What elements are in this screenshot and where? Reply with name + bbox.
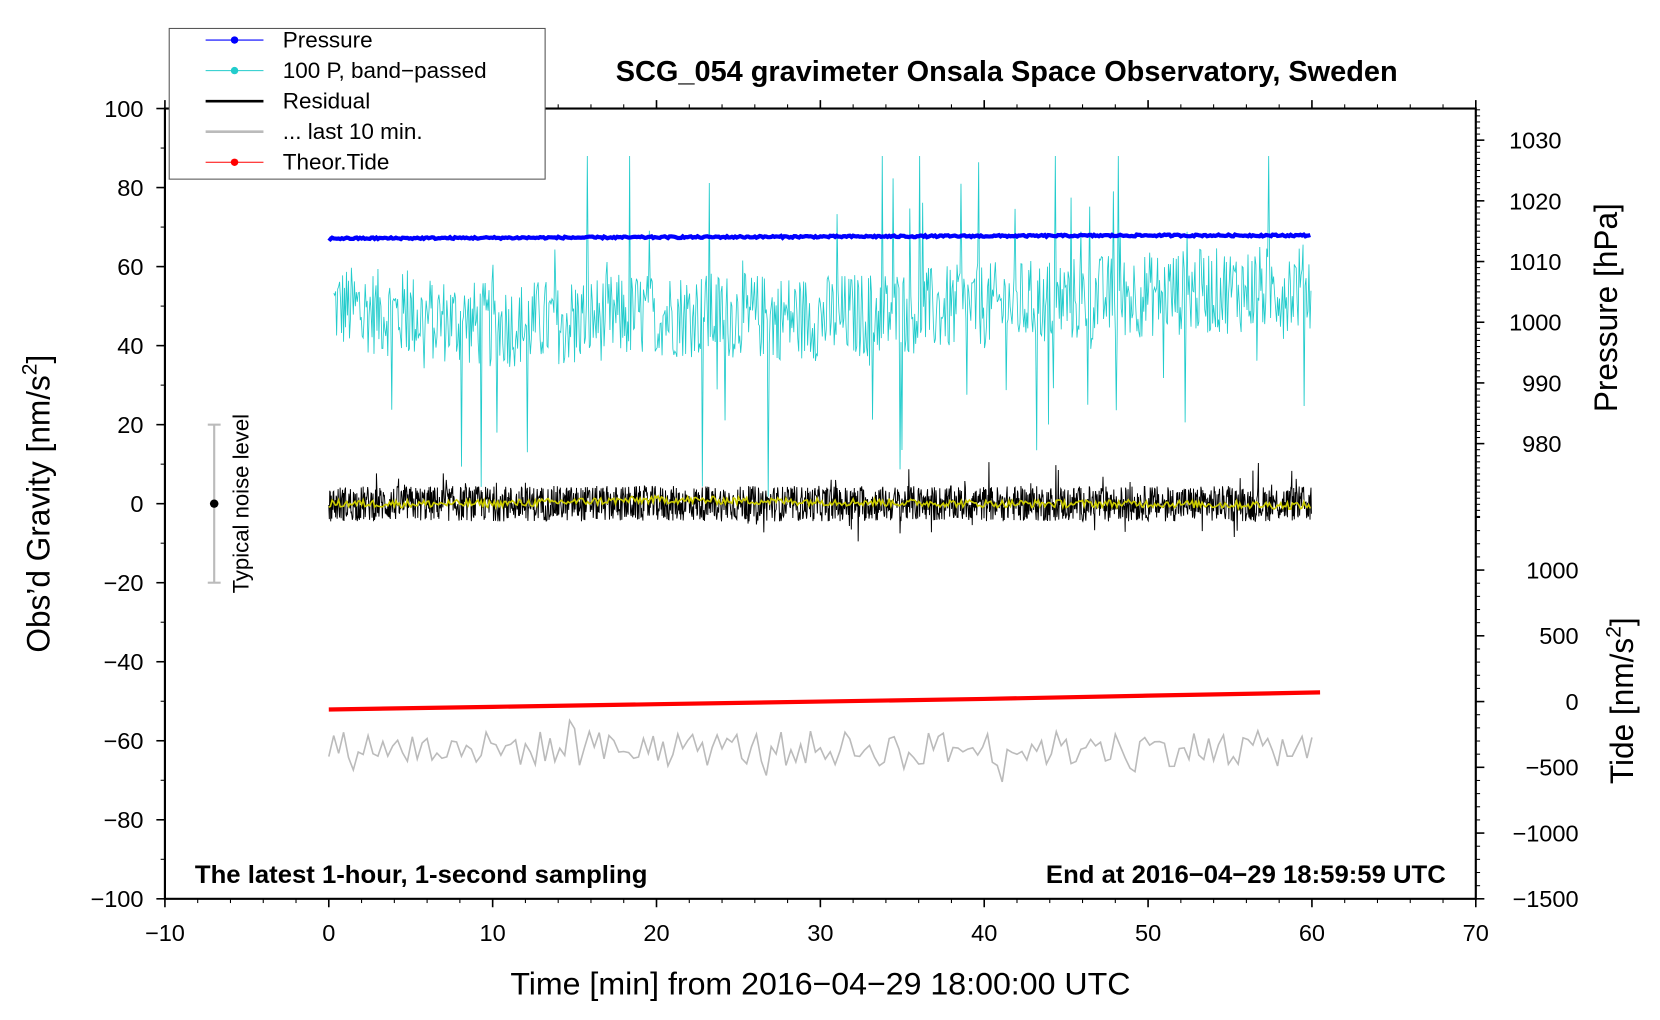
y-tick-label: −100 (90, 886, 143, 912)
y-tick-label: 0 (130, 491, 143, 517)
x-tick-label: 60 (1299, 920, 1325, 946)
legend: Pressure 100 P, band−passed Residual ... la… (168, 27, 546, 180)
y-axis-label-left: Obs’d Gravity [nm/s2] (17, 355, 56, 653)
pressure-tick-label: 1020 (1509, 188, 1561, 214)
annotation-right: End at 2016−04−29 18:59:59 UTC (1046, 861, 1446, 889)
legend-label: Pressure (283, 28, 373, 53)
tide-tick-label: 0 (1566, 689, 1579, 715)
series-layer (327, 155, 1321, 783)
x-tick-label: 20 (643, 920, 669, 946)
series-pressure (327, 232, 1311, 242)
y-axis-label-pressure: Pressure [hPa] (1588, 203, 1624, 412)
noise-level-indicator: Typical noise level (207, 414, 254, 593)
legend-marker (230, 158, 239, 166)
tide-tick-label: 500 (1539, 623, 1578, 649)
y-tick-label: −20 (104, 570, 144, 596)
noise-label: Typical noise level (228, 414, 253, 593)
y-tick-label: −60 (104, 728, 144, 754)
y-tick-label: 100 (104, 96, 143, 122)
series-last-10-min (328, 718, 1313, 783)
x-tick-label: 70 (1463, 920, 1489, 946)
tide-tick-label: −500 (1526, 755, 1579, 781)
y-axis-label-tide: Tide [nm/s2] (1601, 617, 1640, 784)
y-tick-label: 40 (117, 333, 143, 359)
legend-marker (230, 36, 239, 44)
x-axis-label: Time [min] from 2016−04−29 18:00:00 UTC (510, 966, 1130, 1002)
legend-label: Residual (283, 89, 370, 114)
tide-tick-label: −1500 (1512, 886, 1578, 912)
legend-marker (230, 66, 239, 75)
series-bandpassed-pressure (333, 155, 1312, 497)
noise-center-dot (209, 499, 219, 508)
y-tick-label: 80 (117, 175, 143, 201)
tide-tick-label: 1000 (1526, 558, 1578, 584)
x-tick-label: 40 (971, 920, 997, 946)
series-theoretical-tide (328, 690, 1321, 712)
x-tick-label: −10 (145, 920, 185, 946)
legend-box (168, 27, 546, 180)
x-tick-label: 10 (480, 920, 506, 946)
pressure-tick-label: 1000 (1509, 310, 1561, 336)
y-tick-label: 60 (117, 254, 143, 280)
legend-label: ... last 10 min. (283, 119, 423, 144)
series-residual-smoothed (328, 494, 1312, 512)
ticks-layer: −10 0 10 20 30 40 50 60 70100806040200−20−40−60−… (90, 96, 1578, 946)
chart-title: SCG_054 gravimeter Onsala Space Observat… (616, 56, 1398, 88)
tide-tick-label: −1000 (1512, 821, 1578, 847)
legend-label: 100 P, band−passed (283, 58, 487, 83)
annotation-left: The latest 1-hour, 1-second sampling (195, 861, 648, 889)
pressure-tick-label: 990 (1522, 371, 1561, 397)
x-tick-label: 0 (322, 920, 335, 946)
pressure-tick-label: 980 (1522, 431, 1561, 457)
y-tick-label: −40 (104, 649, 144, 675)
pressure-tick-label: 1030 (1509, 128, 1561, 154)
series-residual (328, 462, 1312, 542)
pressure-tick-label: 1010 (1509, 249, 1561, 275)
x-tick-label: 30 (807, 920, 833, 946)
y-tick-label: −80 (104, 807, 144, 833)
legend-label: Theor.Tide (283, 150, 390, 175)
x-tick-label: 50 (1135, 920, 1161, 946)
y-tick-label: 20 (117, 412, 143, 438)
